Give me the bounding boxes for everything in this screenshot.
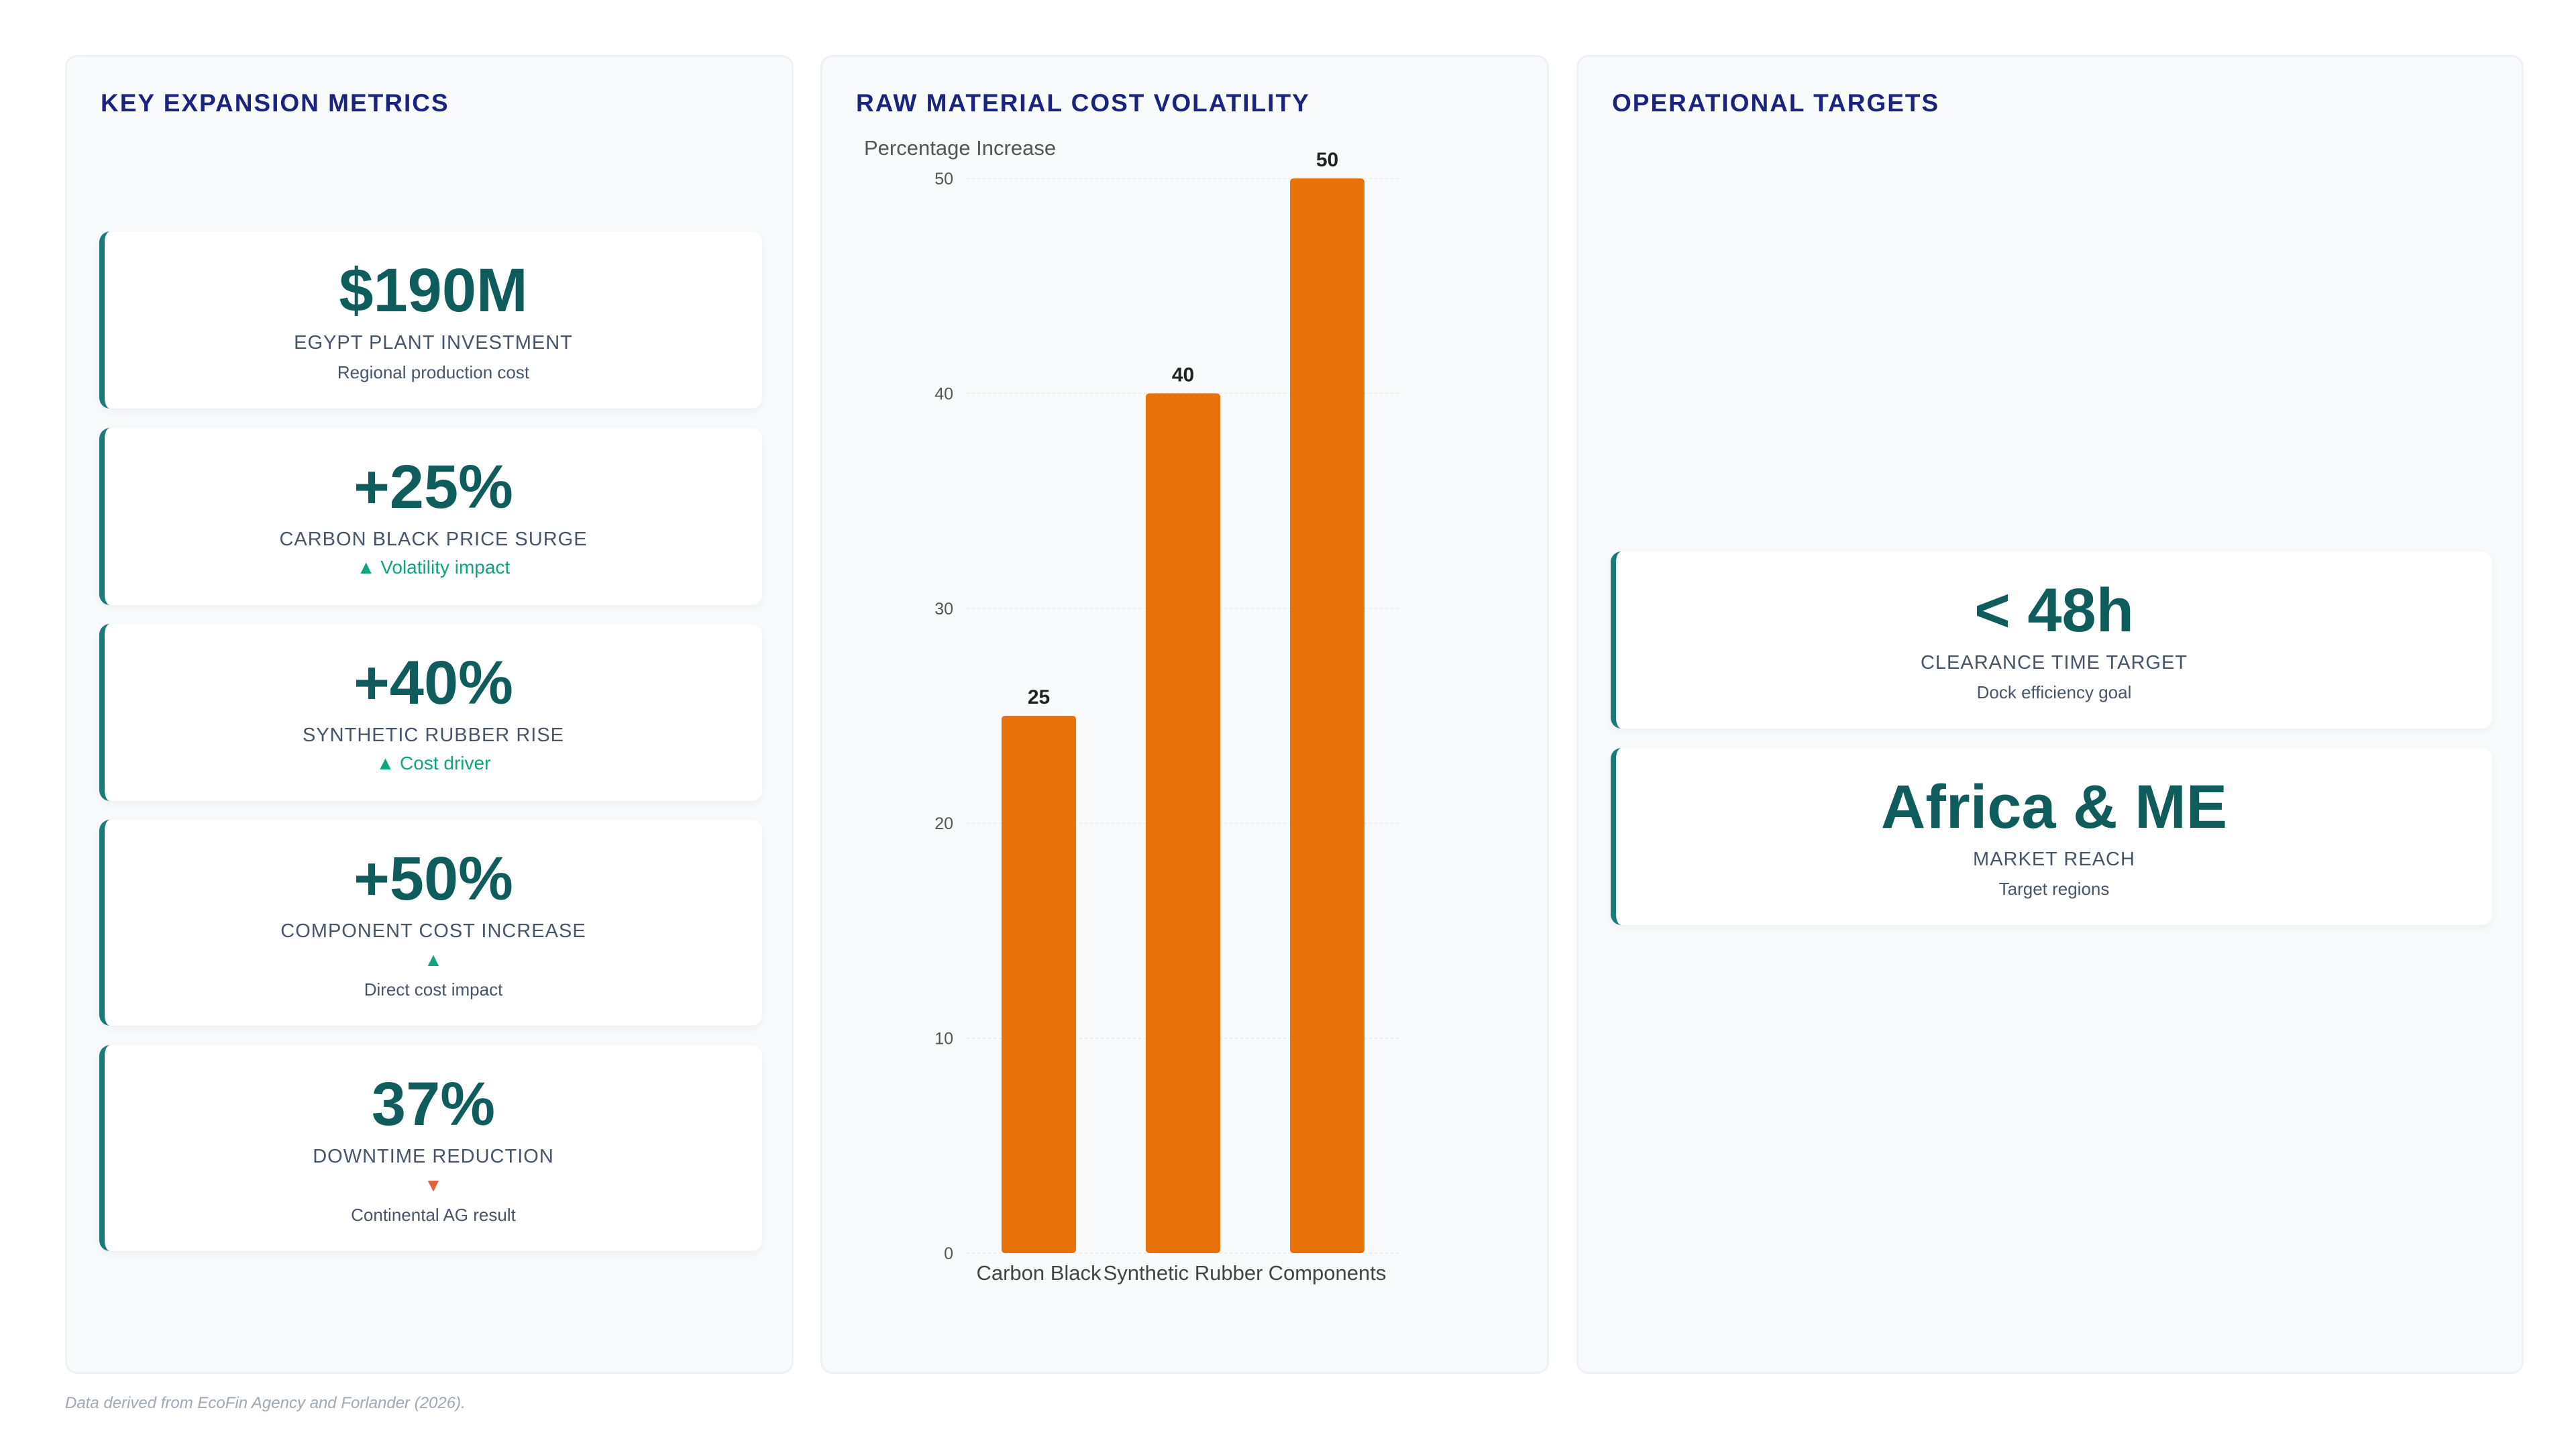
data-labels: 25 40 50 — [1028, 149, 1338, 708]
metric-label: DOWNTIME REDUCTION — [313, 1146, 554, 1167]
metric-card-synthetic-rubber: +40% SYNTHETIC RUBBER RISE ▲ Cost driver — [99, 624, 762, 801]
metric-label: SYNTHETIC RUBBER RISE — [303, 724, 564, 746]
metric-card-downtime: 37% DOWNTIME REDUCTION ▼ Continental AG … — [99, 1045, 762, 1251]
metric-value: +40% — [354, 649, 513, 717]
bars — [1002, 178, 1364, 1253]
data-label: 40 — [1172, 364, 1194, 386]
trend-up-icon: ▲ — [424, 949, 443, 970]
metric-value: $190M — [339, 256, 528, 325]
metrics-panel-title: KEY EXPANSION METRICS — [101, 89, 449, 117]
target-card-market-reach: Africa & ME MARKET REACH Target regions — [1611, 748, 2492, 925]
y-tick-label: 40 — [934, 384, 953, 403]
metric-label: COMPONENT COST INCREASE — [280, 920, 586, 942]
metric-trend-up: ▲ Volatility impact — [356, 557, 511, 578]
targets-panel-title: OPERATIONAL TARGETS — [1612, 89, 1940, 117]
chart-panel-title: RAW MATERIAL COST VOLATILITY — [856, 89, 1310, 117]
chart-panel: RAW MATERIAL COST VOLATILITY Percentage … — [820, 55, 1549, 1374]
metric-sub: Continental AG result — [351, 1205, 516, 1225]
target-card-clearance: < 48h CLEARANCE TIME TARGET Dock efficie… — [1611, 551, 2492, 729]
bar-synthetic-rubber — [1146, 393, 1220, 1253]
trend-down-icon: ▼ — [424, 1175, 443, 1195]
metric-label: EGYPT PLANT INVESTMENT — [294, 332, 573, 354]
metric-card-carbon-black: +25% CARBON BLACK PRICE SURGE ▲ Volatili… — [99, 428, 762, 605]
target-value: < 48h — [1974, 576, 2134, 645]
y-tick-label: 20 — [934, 814, 953, 833]
data-label: 50 — [1316, 149, 1338, 171]
target-value: Africa & ME — [1880, 773, 2228, 841]
bar-components — [1290, 178, 1364, 1253]
metric-card-component-cost: +50% COMPONENT COST INCREASE ▲ Direct co… — [99, 820, 762, 1026]
y-axis-title: Percentage Increase — [864, 136, 1056, 160]
x-category-label: Components — [1269, 1261, 1387, 1285]
y-tick-label: 30 — [934, 600, 953, 619]
target-label: MARKET REACH — [1973, 849, 2135, 870]
metric-label: CARBON BLACK PRICE SURGE — [279, 529, 588, 550]
metric-sub: Direct cost impact — [364, 979, 503, 1000]
x-category-label: Carbon Black — [976, 1261, 1102, 1285]
x-category-label: Synthetic Rubber — [1104, 1261, 1263, 1285]
data-label: 25 — [1028, 686, 1050, 708]
metric-value: +50% — [354, 845, 513, 913]
metric-card-plant-investment: $190M EGYPT PLANT INVESTMENT Regional pr… — [99, 231, 762, 409]
y-tick-label: 0 — [944, 1244, 953, 1263]
target-sub: Target regions — [1998, 879, 2110, 899]
target-label: CLEARANCE TIME TARGET — [1920, 652, 2188, 674]
bar-carbon-black — [1002, 716, 1076, 1253]
x-axis-categories: Carbon Black Synthetic Rubber Components — [976, 1261, 1386, 1285]
source-footnote: Data derived from EcoFin Agency and Forl… — [65, 1394, 466, 1412]
y-axis-ticks: 0 10 20 30 40 50 — [934, 170, 953, 1263]
metric-value: 37% — [371, 1070, 496, 1138]
y-tick-label: 50 — [934, 170, 953, 189]
bar-chart: Percentage Increase 0 10 20 30 40 50 25 40 50 C… — [864, 136, 1399, 1285]
metrics-panel: KEY EXPANSION METRICS $190M EGYPT PLANT … — [65, 55, 794, 1374]
metric-trend-up: ▲ Cost driver — [376, 753, 491, 773]
metric-value: +25% — [354, 453, 513, 521]
target-sub: Dock efficiency goal — [1976, 682, 2132, 702]
metric-sub: Regional production cost — [337, 362, 530, 382]
targets-panel: OPERATIONAL TARGETS < 48h CLEARANCE TIME… — [1576, 55, 2524, 1374]
y-tick-label: 10 — [934, 1030, 953, 1049]
